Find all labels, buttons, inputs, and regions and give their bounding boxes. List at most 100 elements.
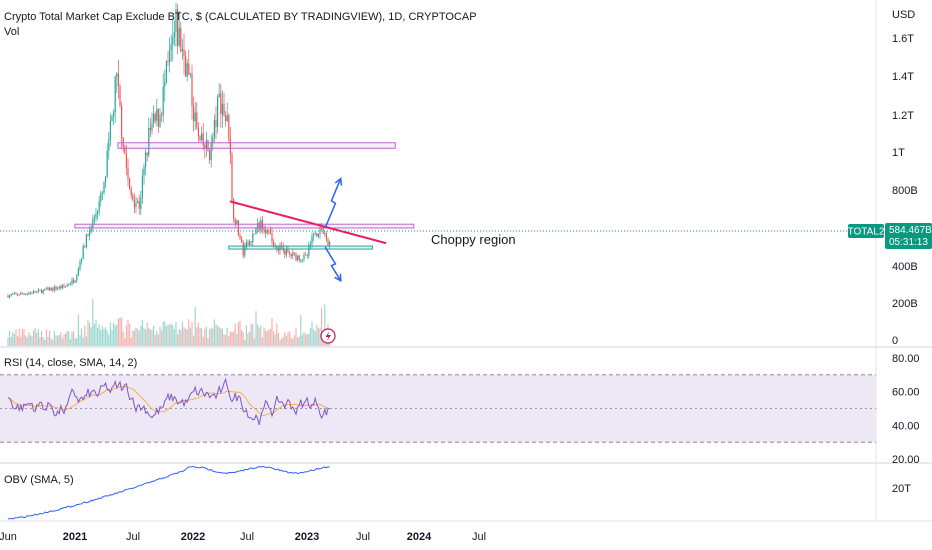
candle-body <box>183 49 185 57</box>
candle-body <box>101 192 103 194</box>
candle-body <box>210 143 212 160</box>
volume-bar <box>82 337 84 346</box>
volume-bar <box>316 324 318 346</box>
candle-body <box>233 199 235 219</box>
volume-bar <box>100 330 102 346</box>
candle-body <box>325 233 327 240</box>
candle-body <box>159 114 161 127</box>
candle-body <box>284 250 286 255</box>
volume-bar <box>47 336 49 346</box>
volume-bar <box>116 324 118 346</box>
volume-bar <box>117 318 119 346</box>
candle-body <box>205 139 207 149</box>
volume-bar <box>65 333 67 346</box>
volume-bar <box>119 317 121 346</box>
price-axis-tick: 0 <box>892 335 898 347</box>
volume-bar <box>143 327 145 346</box>
candle-body <box>17 293 19 295</box>
volume-bar <box>95 319 97 346</box>
candle-body <box>90 227 92 231</box>
volume-bar <box>199 327 201 346</box>
volume-bar <box>66 330 68 346</box>
candle-body <box>175 9 177 32</box>
volume-bar <box>242 332 244 346</box>
candle-body <box>287 249 289 252</box>
volume-bar <box>293 335 295 346</box>
volume-bar <box>301 334 303 346</box>
volume-bar <box>258 327 260 346</box>
candle-body <box>71 279 73 284</box>
volume-bar <box>290 337 292 346</box>
volume-bar <box>36 332 38 346</box>
candle-body <box>146 152 148 156</box>
candle-body <box>85 234 87 247</box>
volume-bar <box>21 329 23 346</box>
volume-bar <box>161 330 163 346</box>
volume-bar <box>60 332 62 346</box>
volume-bar <box>306 334 308 346</box>
volume-bar <box>204 328 206 346</box>
volume-bar <box>169 324 171 346</box>
candle-body <box>247 242 249 246</box>
volume-bar <box>61 338 63 346</box>
volume-bar <box>180 330 182 346</box>
volume-bar <box>52 339 54 346</box>
volume-bar <box>74 338 76 346</box>
volume-bar <box>23 328 25 346</box>
volume-bar <box>71 331 73 346</box>
volume-bar <box>133 330 135 346</box>
candle-body <box>113 112 115 117</box>
volume-bar <box>178 328 180 346</box>
volume-bar <box>276 323 278 346</box>
volume-bar <box>26 337 28 346</box>
candle-body <box>74 280 76 283</box>
volume-bar <box>81 328 83 346</box>
volume-bar <box>317 328 319 346</box>
candle-body <box>18 294 20 296</box>
volume-bar <box>9 330 11 346</box>
choppy-region-label[interactable]: Choppy region <box>431 232 516 247</box>
volume-bar <box>53 330 55 346</box>
candle-body <box>140 197 142 209</box>
candle-body <box>290 253 292 257</box>
volume-bar <box>236 333 238 346</box>
time-axis-tick: 2024 <box>407 531 432 543</box>
volume-bar <box>45 329 47 346</box>
time-axis-tick: Jul <box>126 531 140 543</box>
volume-bar <box>103 328 105 346</box>
candle-body <box>229 138 231 155</box>
price-axis-tick: 1.2T <box>892 110 914 122</box>
candle-body <box>49 287 51 291</box>
volume-bar <box>241 330 243 346</box>
volume-bar <box>159 326 161 346</box>
candle-body <box>268 229 270 231</box>
volume-bar <box>191 322 193 346</box>
lightning-icon[interactable] <box>320 328 336 344</box>
candle-body <box>157 109 159 127</box>
support-zone <box>228 245 373 250</box>
volume-bar <box>285 336 287 346</box>
candle-body <box>108 139 110 151</box>
candle-body <box>50 288 52 291</box>
volume-bar <box>239 320 241 346</box>
candle-body <box>225 115 227 122</box>
candle-body <box>65 286 67 288</box>
candle-body <box>308 245 310 256</box>
candle-body <box>306 255 308 257</box>
candle-body <box>204 145 206 149</box>
volume-bar <box>63 334 65 346</box>
volume-bar <box>145 329 147 346</box>
volume-bar <box>84 325 86 346</box>
volume-bar <box>101 326 103 346</box>
volume-bar <box>57 335 59 346</box>
candle-body <box>305 254 307 256</box>
volume-bar <box>194 306 196 346</box>
candle-body <box>289 251 291 254</box>
candle-body <box>185 56 187 77</box>
volume-bar <box>313 329 315 346</box>
candle-body <box>303 254 305 260</box>
rsi-title: RSI (14, close, SMA, 14, 2) <box>4 357 137 369</box>
volume-bar <box>15 329 17 346</box>
candle-body <box>68 284 70 286</box>
